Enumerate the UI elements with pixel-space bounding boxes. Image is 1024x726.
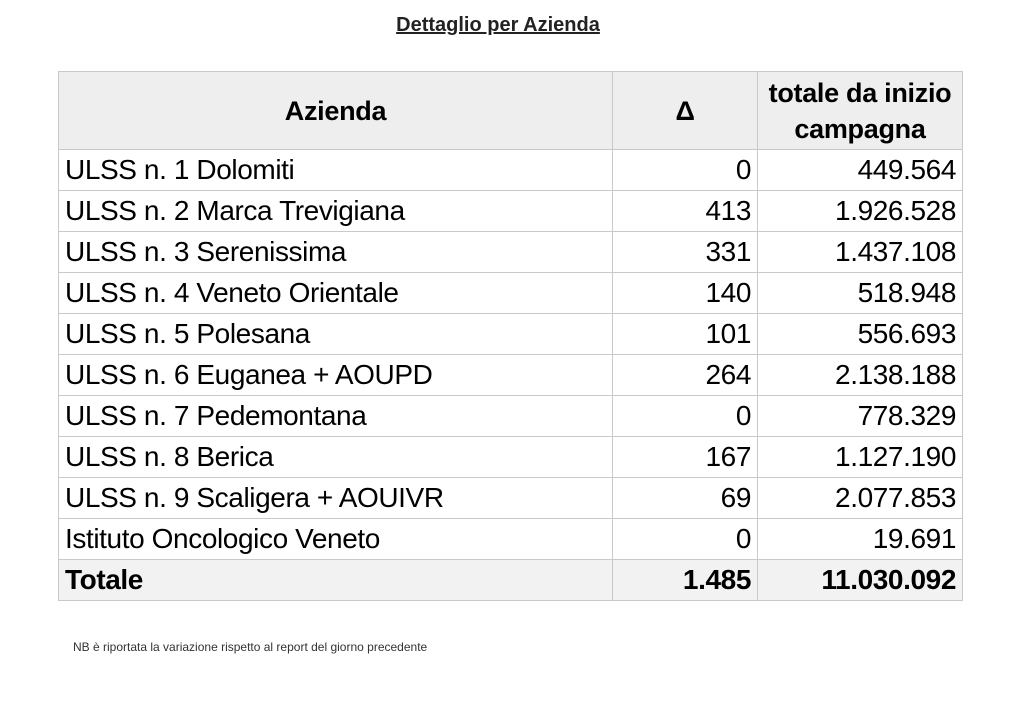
table-row: ULSS n. 1 Dolomiti 0 449.564 xyxy=(58,149,963,191)
cell-azienda: ULSS n. 5 Polesana xyxy=(58,313,613,355)
page-title: Dettaglio per Azienda xyxy=(396,14,600,36)
table-row: ULSS n. 3 Serenissima 331 1.437.108 xyxy=(58,231,963,273)
table-row: ULSS n. 9 Scaligera + AOUIVR 69 2.077.85… xyxy=(58,477,963,519)
cell-delta: 0 xyxy=(612,395,758,437)
cell-totale: 1.926.528 xyxy=(757,190,963,232)
cell-delta: 140 xyxy=(612,272,758,314)
cell-totale: 1.127.190 xyxy=(757,436,963,478)
cell-delta: 101 xyxy=(612,313,758,355)
header-totale-line1: totale da inizio xyxy=(768,77,952,108)
table-row: Istituto Oncologico Veneto 0 19.691 xyxy=(58,518,963,560)
cell-azienda: ULSS n. 9 Scaligera + AOUIVR xyxy=(58,477,613,519)
cell-azienda: ULSS n. 6 Euganea + AOUPD xyxy=(58,354,613,396)
cell-totale: 2.077.853 xyxy=(757,477,963,519)
header-totale: totale da inizio campagna xyxy=(757,71,963,150)
table-row: ULSS n. 5 Polesana 101 556.693 xyxy=(58,313,963,355)
cell-delta: 264 xyxy=(612,354,758,396)
table-row: ULSS n. 8 Berica 167 1.127.190 xyxy=(58,436,963,478)
footnote: NB è riportata la variazione rispetto al… xyxy=(73,640,428,654)
cell-azienda: ULSS n. 2 Marca Trevigiana xyxy=(58,190,613,232)
cell-delta: 69 xyxy=(612,477,758,519)
header-azienda: Azienda xyxy=(58,71,613,150)
table-row: ULSS n. 6 Euganea + AOUPD 264 2.138.188 xyxy=(58,354,963,396)
cell-azienda: ULSS n. 4 Veneto Orientale xyxy=(58,272,613,314)
header-totale-line2: campagna xyxy=(794,113,926,144)
cell-azienda: ULSS n. 8 Berica xyxy=(58,436,613,478)
header-delta: Δ xyxy=(612,71,758,150)
table-row: ULSS n. 7 Pedemontana 0 778.329 xyxy=(58,395,963,437)
total-delta: 1.485 xyxy=(612,559,758,601)
cell-delta: 0 xyxy=(612,149,758,191)
table-header-row: Azienda Δ totale da inizio campagna xyxy=(58,71,963,150)
total-label: Totale xyxy=(58,559,613,601)
table-row: ULSS n. 2 Marca Trevigiana 413 1.926.528 xyxy=(58,190,963,232)
cell-delta: 413 xyxy=(612,190,758,232)
cell-totale: 449.564 xyxy=(757,149,963,191)
cell-delta: 0 xyxy=(612,518,758,560)
cell-delta: 167 xyxy=(612,436,758,478)
cell-totale: 778.329 xyxy=(757,395,963,437)
cell-totale: 2.138.188 xyxy=(757,354,963,396)
cell-azienda: Istituto Oncologico Veneto xyxy=(58,518,613,560)
cell-azienda: ULSS n. 7 Pedemontana xyxy=(58,395,613,437)
table-total-row: Totale 1.485 11.030.092 xyxy=(58,559,963,601)
cell-totale: 518.948 xyxy=(757,272,963,314)
cell-azienda: ULSS n. 3 Serenissima xyxy=(58,231,613,273)
table-row: ULSS n. 4 Veneto Orientale 140 518.948 xyxy=(58,272,963,314)
azienda-table: Azienda Δ totale da inizio campagna ULSS… xyxy=(58,71,963,601)
cell-totale: 556.693 xyxy=(757,313,963,355)
total-totale: 11.030.092 xyxy=(757,559,963,601)
cell-azienda: ULSS n. 1 Dolomiti xyxy=(58,149,613,191)
cell-totale: 1.437.108 xyxy=(757,231,963,273)
cell-totale: 19.691 xyxy=(757,518,963,560)
cell-delta: 331 xyxy=(612,231,758,273)
